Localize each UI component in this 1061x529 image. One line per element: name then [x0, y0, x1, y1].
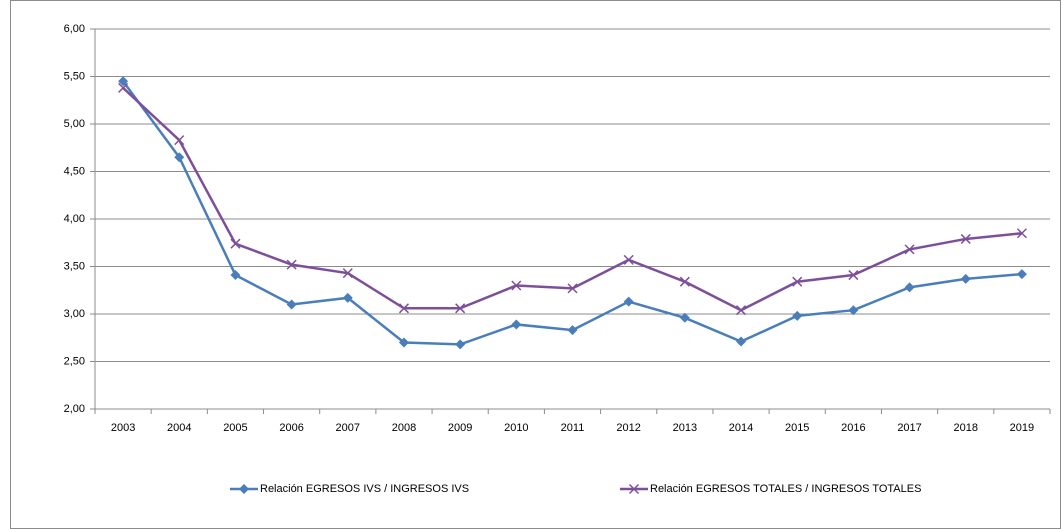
data-point — [398, 337, 409, 348]
x-tick-label: 2018 — [953, 422, 977, 434]
x-tick-label: 2004 — [167, 422, 191, 434]
data-point — [904, 244, 915, 255]
y-tick-label: 3,00 — [64, 308, 85, 320]
x-tick-label: 2011 — [561, 422, 585, 434]
data-point — [567, 325, 578, 336]
x-tick-label: 2009 — [448, 422, 472, 434]
x-tick-label: 2008 — [392, 422, 416, 434]
legend-marker — [239, 484, 249, 494]
data-point — [118, 82, 129, 93]
data-point — [623, 254, 634, 265]
x-tick-label: 2015 — [785, 422, 809, 434]
data-point — [623, 296, 634, 307]
x-tick-label: 2010 — [504, 422, 528, 434]
y-tick-label: 4,50 — [64, 165, 85, 177]
x-tick-label: 2017 — [897, 422, 921, 434]
data-point — [174, 135, 185, 146]
y-tick-label: 2,00 — [64, 403, 85, 415]
x-tick-label: 2013 — [673, 422, 697, 434]
data-point — [904, 282, 915, 293]
y-tick-label: 4,00 — [64, 213, 85, 225]
data-point — [792, 310, 803, 321]
data-point — [455, 339, 466, 350]
x-tick-label: 2007 — [336, 422, 360, 434]
data-point — [511, 319, 522, 330]
chart-frame — [10, 0, 1061, 529]
data-point — [848, 270, 859, 281]
series-line — [122, 80, 1023, 346]
data-point — [342, 292, 353, 303]
data-point — [342, 268, 353, 279]
y-tick-label: 2,50 — [64, 355, 85, 367]
data-point — [511, 280, 522, 291]
data-point — [960, 233, 971, 244]
data-point — [735, 305, 747, 316]
data-point — [230, 238, 241, 249]
data-point — [286, 299, 297, 310]
x-tick-label: 2014 — [729, 422, 753, 434]
x-tick-label: 2019 — [1010, 422, 1034, 434]
x-tick-label: 2012 — [616, 422, 640, 434]
legend-label: Relación EGRESOS TOTALES / INGRESOS TOTA… — [650, 483, 921, 495]
x-tick-label: 2003 — [111, 422, 135, 434]
x-tick-label: 2006 — [279, 422, 303, 434]
data-point — [736, 336, 747, 347]
data-point — [567, 283, 578, 294]
y-tick-label: 5,00 — [64, 118, 85, 130]
data-point — [286, 259, 297, 270]
x-tick-label: 2005 — [223, 422, 247, 434]
legend-label: Relación EGRESOS IVS / INGRESOS IVS — [260, 483, 469, 495]
data-point — [174, 152, 185, 163]
data-point — [1016, 228, 1027, 239]
data-point — [848, 305, 859, 316]
series-line — [122, 86, 1023, 312]
y-tick-label: 5,50 — [64, 70, 85, 82]
y-tick-label: 3,50 — [64, 260, 85, 272]
data-point — [398, 303, 410, 314]
data-point — [1016, 269, 1027, 280]
data-point — [960, 273, 971, 284]
data-point — [679, 312, 690, 323]
legend-marker — [628, 483, 640, 495]
x-tick-label: 2016 — [841, 422, 865, 434]
data-point — [118, 76, 129, 87]
data-point — [792, 276, 803, 287]
data-point — [455, 303, 466, 314]
y-tick-label: 6,00 — [64, 23, 85, 35]
data-point — [230, 270, 241, 281]
data-point — [679, 276, 690, 287]
